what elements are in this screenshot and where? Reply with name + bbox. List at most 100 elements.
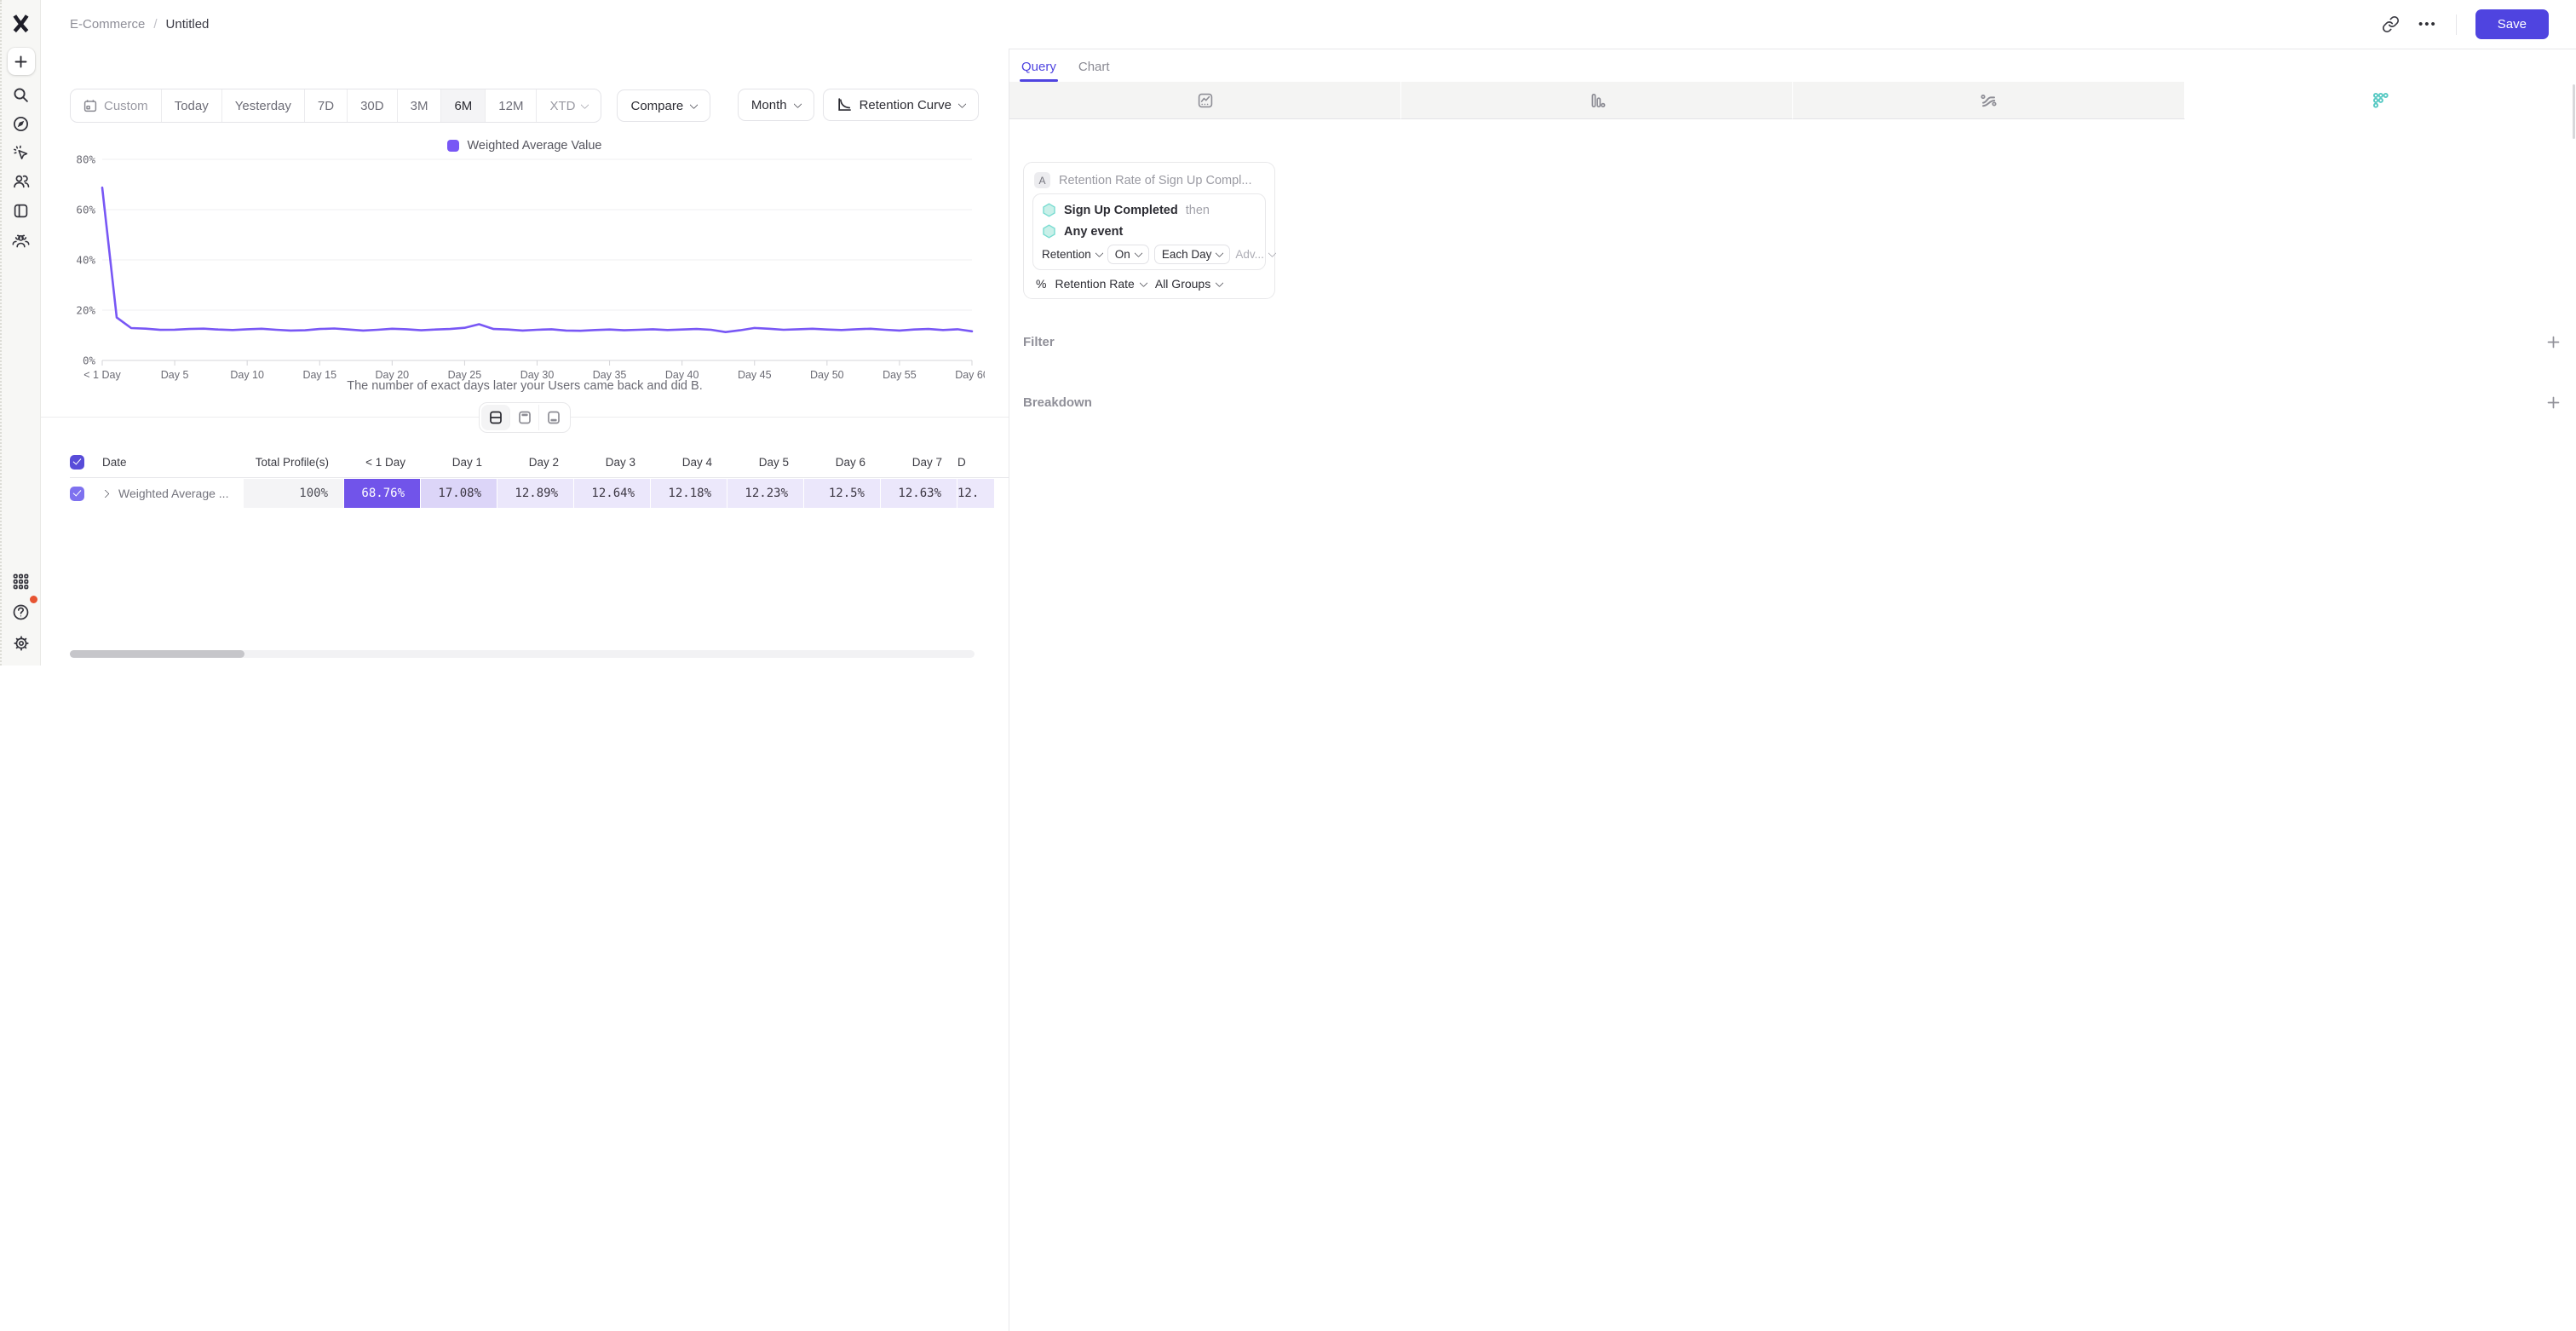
apps-grid-icon[interactable] (8, 568, 35, 595)
retention-type-dropdown[interactable]: Retention (1042, 248, 1104, 261)
chart-legend[interactable]: Weighted Average Value (41, 139, 1009, 153)
search-icon[interactable] (8, 81, 35, 108)
range-label: 6M (454, 98, 473, 113)
then-label: then (1185, 203, 1210, 217)
retention-cell-lt-1-day: 68.76% (344, 479, 421, 508)
date-range-group: Custom Today Yesterday 7D 30D 3M 6M 12M XTD (70, 89, 602, 123)
chart-view-label: Retention Curve (859, 97, 952, 112)
column-header-total-profiles[interactable]: Total Profile(s) (255, 455, 329, 469)
add-filter-icon[interactable] (2546, 335, 2561, 349)
range-button-xtd[interactable]: XTD (537, 89, 601, 122)
chart-view-button[interactable]: Retention Curve (822, 89, 979, 121)
x-axis-caption: The number of exact days later your User… (347, 379, 703, 393)
sidebar (0, 0, 41, 666)
chart-type-insights-icon[interactable] (1009, 82, 1401, 119)
retention-cell-day-6: 12.5% (804, 479, 881, 508)
series-title-row: A Retention Rate of Sign Up Compl... (1024, 163, 1274, 188)
svg-text:60%: 60% (76, 204, 95, 216)
chevron-down-icon (1095, 249, 1104, 258)
create-plus-icon[interactable] (7, 48, 35, 75)
cohorts-icon[interactable] (8, 228, 35, 255)
chart-type-flows-icon[interactable] (1793, 82, 2185, 119)
chevron-down-icon (1134, 249, 1143, 258)
column-header-day-7[interactable]: Day 7 (911, 455, 942, 469)
range-button-12m[interactable]: 12M (486, 89, 538, 122)
horizontal-scrollbar-track[interactable] (70, 650, 975, 658)
column-header-day-3[interactable]: Day 3 (605, 455, 635, 469)
tab-chart[interactable]: Chart (1078, 60, 1110, 74)
range-label: Yesterday (234, 98, 291, 113)
on-dropdown[interactable]: On (1107, 245, 1149, 264)
panel-scrollbar-thumb[interactable] (2573, 84, 2575, 139)
chart-canvas: 0% 20% 40% 60% 80% < 1 Day Day 5 Day 10 Day 15 Da… (76, 153, 988, 382)
expand-row-icon[interactable] (101, 489, 110, 498)
column-header-day-0[interactable]: < 1 Day (365, 455, 405, 469)
range-button-3m[interactable]: 3M (398, 89, 442, 122)
range-button-today[interactable]: Today (162, 89, 222, 122)
explore-compass-icon[interactable] (8, 110, 35, 137)
column-header-day-4[interactable]: Day 4 (681, 455, 712, 469)
retention-cell-day-8: 12. (957, 479, 996, 508)
column-header-date[interactable]: Date (102, 455, 127, 469)
breakdown-section: Breakdown (1023, 391, 2561, 413)
metric-dropdown[interactable]: Retention Rate (1055, 277, 1148, 291)
compare-button[interactable]: Compare (617, 89, 711, 122)
breadcrumb-report-title[interactable]: Untitled (165, 17, 210, 32)
mixpanel-logo[interactable] (8, 9, 35, 37)
events-cursor-icon[interactable] (8, 139, 35, 166)
range-button-custom[interactable]: Custom (71, 89, 162, 122)
breadcrumb-project[interactable]: E-Commerce (70, 17, 146, 32)
row-name: Weighted Average ... (118, 487, 229, 500)
svg-text:< 1 Day: < 1 Day (83, 369, 121, 381)
first-event-name[interactable]: Sign Up Completed (1064, 203, 1178, 217)
column-header-day-8[interactable]: D (957, 455, 966, 469)
chart-only-view-icon[interactable] (510, 405, 539, 430)
svg-text:Day 20: Day 20 (376, 369, 410, 381)
advanced-dropdown[interactable]: Adv... (1235, 248, 1277, 261)
column-header-day-5[interactable]: Day 5 (758, 455, 789, 469)
notification-dot (29, 596, 37, 603)
chevron-down-icon (1139, 278, 1148, 287)
select-all-checkbox[interactable] (70, 454, 84, 470)
range-label: Custom (104, 98, 148, 113)
groups-dropdown[interactable]: All Groups (1155, 277, 1224, 291)
copy-link-icon[interactable] (2382, 15, 2400, 33)
top-actions: ••• Save (2382, 0, 2549, 49)
range-label: 30D (360, 98, 384, 113)
table-only-view-icon[interactable] (539, 405, 568, 430)
chart-type-funnels-icon[interactable] (1401, 82, 1793, 119)
settings-gear-icon[interactable] (8, 630, 35, 657)
range-button-yesterday[interactable]: Yesterday (222, 89, 305, 122)
boards-icon[interactable] (8, 197, 35, 224)
series-badge: A (1034, 172, 1050, 188)
column-header-day-6[interactable]: Day 6 (835, 455, 865, 469)
more-options-icon[interactable]: ••• (2418, 17, 2437, 32)
range-button-6m[interactable]: 6M (441, 89, 486, 122)
tab-query[interactable]: Query (1020, 60, 1058, 82)
svg-text:80%: 80% (76, 153, 95, 166)
split-view-icon[interactable] (481, 405, 510, 430)
svg-text:Day 35: Day 35 (593, 369, 627, 381)
return-event-name[interactable]: Any event (1064, 224, 1124, 239)
chart-type-retention-icon[interactable] (2185, 82, 2576, 119)
users-icon[interactable] (8, 168, 35, 195)
on-label: On (1114, 248, 1130, 261)
svg-text:40%: 40% (76, 254, 95, 267)
horizontal-scrollbar-thumb[interactable] (70, 650, 244, 658)
column-header-day-1[interactable]: Day 1 (451, 455, 482, 469)
help-icon[interactable] (8, 596, 37, 625)
range-label: 7D (317, 98, 335, 113)
bucket-dropdown[interactable]: Each Day (1153, 245, 1231, 264)
legend-label: Weighted Average Value (467, 139, 602, 153)
range-button-7d[interactable]: 7D (305, 89, 348, 122)
svg-text:Day 10: Day 10 (230, 369, 264, 381)
column-header-day-2[interactable]: Day 2 (528, 455, 559, 469)
save-button[interactable]: Save (2475, 9, 2549, 39)
calendar-icon (83, 100, 97, 112)
range-button-30d[interactable]: 30D (348, 89, 398, 122)
add-breakdown-icon[interactable] (2546, 395, 2561, 410)
breakdown-label: Breakdown (1023, 395, 1092, 410)
row-checkbox[interactable] (70, 486, 84, 501)
series-title[interactable]: Retention Rate of Sign Up Compl... (1059, 173, 1252, 187)
granularity-button[interactable]: Month (737, 89, 814, 121)
